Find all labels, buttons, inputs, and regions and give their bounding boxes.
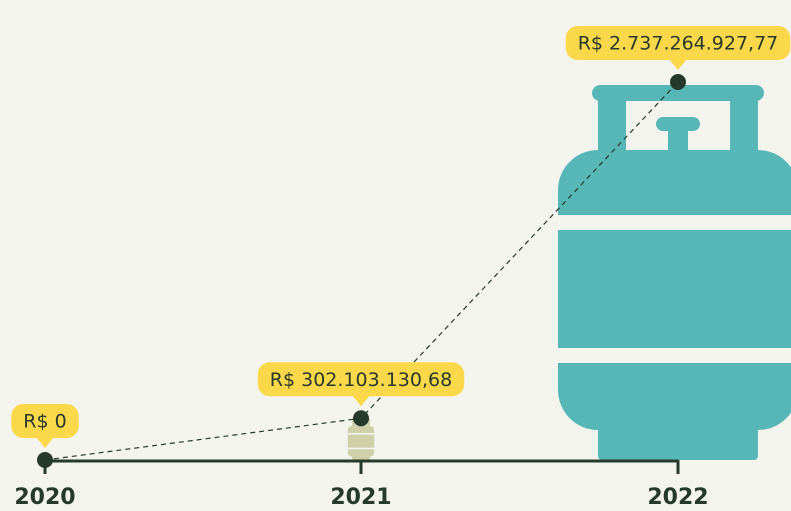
cylinder-post (366, 420, 370, 427)
data-point (670, 74, 686, 90)
cylinder-stripe (557, 215, 791, 230)
callout-pointer (36, 437, 54, 448)
value-callout: R$ 0 (11, 404, 79, 448)
cylinder-handle (592, 85, 764, 101)
callout-box (257, 362, 465, 397)
cylinder-body (347, 425, 375, 457)
cylinder-post (352, 420, 356, 427)
cylinder-post (598, 98, 626, 158)
cylinder-icon (557, 85, 791, 460)
cylinder-foot (352, 455, 370, 460)
callout-pointer (669, 59, 687, 70)
data-point (353, 410, 369, 427)
cylinder-valve (656, 117, 700, 131)
callout-box (565, 26, 791, 60)
cylinder-post (730, 98, 758, 158)
cylinder-stripe (347, 447, 375, 450)
value-callout: R$ 302.103.130,68 (257, 362, 465, 407)
value-label: R$ 302.103.130,68 (270, 369, 452, 391)
value-label: R$ 2.737.264.927,77 (578, 33, 779, 55)
cylinder-icon (347, 418, 375, 460)
value-label: R$ 0 (23, 411, 66, 433)
data-point (37, 452, 53, 468)
cylinder-stripe (347, 432, 375, 435)
x-tick-label: 2020 (14, 485, 75, 510)
cylinder-foot (598, 420, 758, 460)
callout-box (11, 404, 79, 438)
x-tick-label: 2022 (647, 485, 708, 510)
cylinder-stem (668, 125, 688, 157)
x-tick-label: 2021 (330, 485, 391, 510)
cylinder-stripe (557, 348, 791, 363)
cylinder-body (558, 150, 791, 430)
value-callout: R$ 2.737.264.927,77 (565, 26, 791, 70)
callout-pointer (352, 395, 370, 407)
